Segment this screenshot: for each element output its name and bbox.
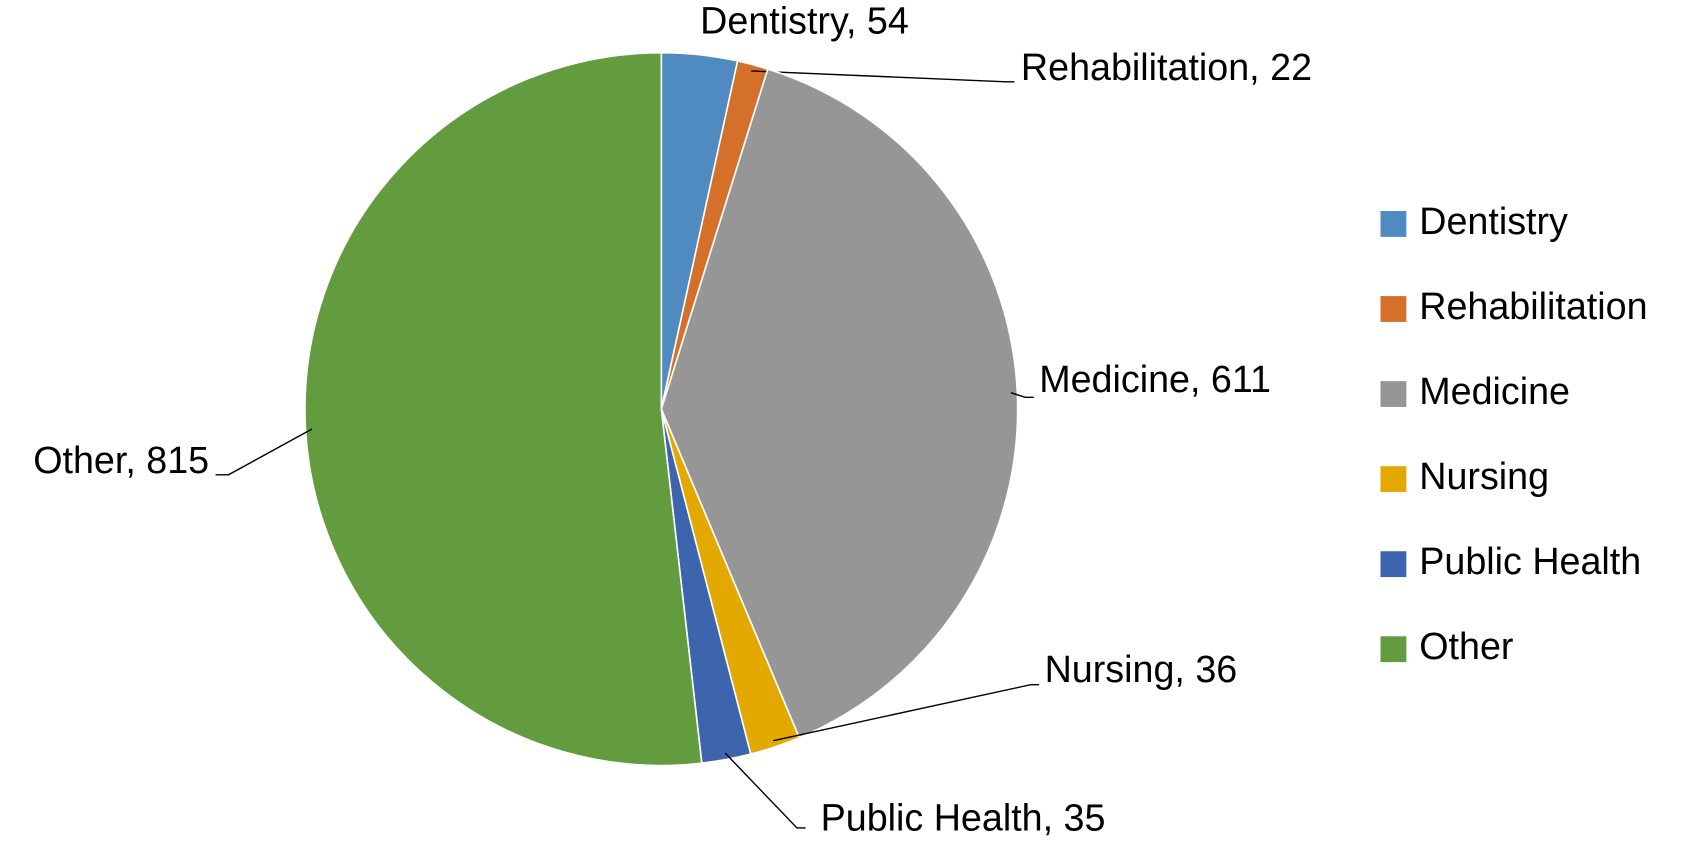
legend-swatch: [1380, 636, 1407, 663]
data-label: Public Health, 35: [821, 796, 1106, 838]
leader-line: [1010, 392, 1034, 398]
data-label: Rehabilitation, 22: [1021, 46, 1312, 88]
data-label: Medicine, 611: [1039, 358, 1271, 400]
legend-label: Rehabilitation: [1419, 285, 1647, 327]
legend-swatch: [1380, 551, 1407, 578]
legend-label: Nursing: [1419, 455, 1549, 497]
legend-swatch: [1380, 211, 1407, 237]
data-label: Other, 815: [33, 439, 209, 481]
leader-line: [751, 70, 1015, 83]
legend-swatch: [1380, 381, 1407, 407]
legend-swatch: [1380, 296, 1407, 322]
legend-label: Dentistry: [1419, 200, 1568, 242]
pie-slice: [660, 68, 1019, 739]
leader-line: [724, 752, 806, 829]
data-label: Dentistry, 54: [700, 0, 909, 42]
data-label: Nursing, 36: [1045, 648, 1238, 690]
legend-label: Other: [1419, 625, 1513, 667]
leader-line: [773, 684, 1040, 742]
pie-slice: [304, 51, 703, 767]
legend-label: Medicine: [1419, 370, 1570, 412]
leader-line: [215, 428, 313, 476]
legend-swatch: [1380, 466, 1407, 493]
legend-label: Public Health: [1419, 540, 1641, 582]
